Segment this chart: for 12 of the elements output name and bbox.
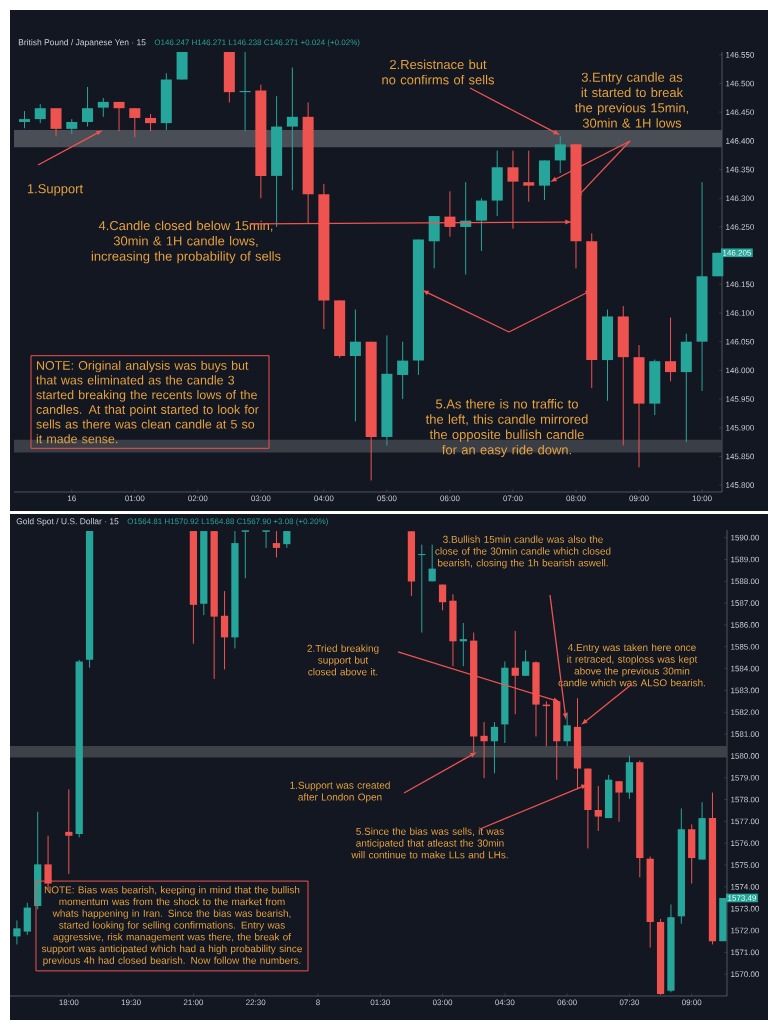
annotation: 3.Bullish 15min candle was also the close of the 30min candle which closed bearish, closing the 1h bearish aswell. xyxy=(435,535,611,569)
annotation: 1.Support was created after London Open xyxy=(290,781,390,803)
annotation: 3.Entry candle as it started to break the previous 15min, 30min & 1H lows xyxy=(574,72,689,128)
chart-title: Gold Spot / U.S. Dollar · 15 xyxy=(16,518,119,526)
annotation: 5.Since the bias was sells, it was anticipated that atleast the 30min will continue to make LLs and LHs. xyxy=(351,827,508,859)
annotation: 5.As there is no traffic to the left, this candle mirrored the opposite bullish candle for an easy ride down. xyxy=(425,399,588,457)
annotation: 1.Support xyxy=(27,184,83,196)
chart-title: British Pound / Japanese Yen · 15 xyxy=(18,39,146,47)
annotation: NOTE: Bias was bearish, keeping in mind that the bullish momentum was from the shock to the market from whats happening in Iran. Since the bias was bearish, started looking for selling confirmations. Entry was aggressive, risk management was there, the break of support was anticipated which had a high probability since previous 4h had closed bearish. Now follow the numbers. xyxy=(41,886,302,966)
annotation: 2.Tried breaking support but closed above it. xyxy=(307,644,379,676)
annotation: NOTE: Original analysis was buys but that was eliminated as the candle 3 started breaking the recents lows of the candles. At that point started to look for sells as there was clean candle at 5 so it made sense. xyxy=(36,360,259,444)
annotation: 2.Resistnace but no confirms of sells xyxy=(382,59,495,85)
